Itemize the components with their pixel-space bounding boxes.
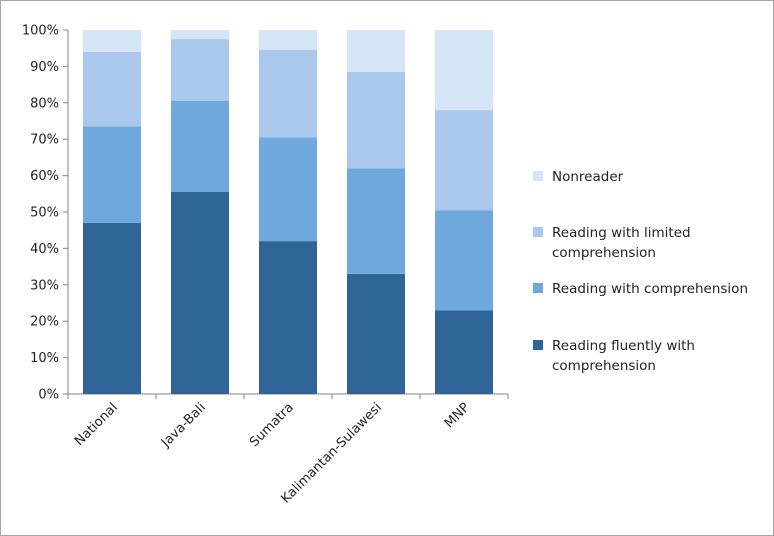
category-label: National: [72, 400, 121, 449]
bar-segment-1-kalimantan-sulawesi: [347, 273, 405, 394]
category-label: Sumatra: [247, 400, 297, 450]
bar-segment-4-mnp: [435, 30, 493, 111]
bar-segment-2-java-bali: [171, 100, 229, 192]
category-label: Java-Bali: [158, 400, 209, 451]
chart-bars: [83, 30, 493, 394]
legend-swatch: [533, 283, 543, 293]
y-tick-label: 20%: [30, 315, 59, 330]
category-labels: National Java-Bali SumatraKalimantan-Sulaw…: [72, 400, 473, 506]
bar-segment-2-mnp: [435, 210, 493, 311]
bar-segment-1-national: [83, 222, 141, 394]
bar-segment-4-national: [83, 30, 141, 52]
bar-segment-2-kalimantan-sulawesi: [347, 168, 405, 274]
legend-label: comprehension: [552, 358, 656, 374]
bar-segment-4-java-bali: [171, 30, 229, 40]
legend-swatch: [533, 227, 543, 237]
bar-segment-3-mnp: [435, 110, 493, 211]
y-tick-label: 80%: [30, 96, 59, 111]
legend-swatch: [533, 340, 543, 350]
bar-segment-1-java-bali: [171, 191, 229, 394]
legend-label: comprehension: [552, 245, 656, 261]
bar-segment-2-sumatra: [259, 137, 317, 242]
bar-segment-1-sumatra: [259, 241, 317, 394]
y-tick-label: 10%: [30, 351, 59, 366]
y-tick-label: 50%: [30, 206, 59, 221]
legend-label: Reading with comprehension: [552, 281, 748, 297]
bar-segment-4-sumatra: [259, 30, 317, 51]
category-label: MNP: [442, 400, 473, 431]
bar-segment-3-sumatra: [259, 50, 317, 138]
bar-segment-3-kalimantan-sulawesi: [347, 71, 405, 169]
y-tick-label: 90%: [30, 60, 59, 75]
bar-segment-4-kalimantan-sulawesi: [347, 30, 405, 72]
y-tick-label: 60%: [30, 169, 59, 184]
bar-segment-3-national: [83, 51, 141, 127]
legend-label: Reading with limited: [552, 225, 691, 241]
bar-segment-2-national: [83, 126, 141, 223]
legend-label: Nonreader: [552, 169, 624, 185]
y-tick-label: 40%: [30, 242, 59, 257]
legend-swatch: [533, 171, 543, 181]
legend-label: Reading fluently with: [552, 338, 695, 354]
y-tick-label: 0%: [38, 388, 59, 403]
y-tick-label: 100%: [22, 24, 59, 39]
y-tick-label: 70%: [30, 133, 59, 148]
y-tick-label: 30%: [30, 278, 59, 293]
bar-segment-1-mnp: [435, 310, 493, 394]
chart-axes: 0% 10% 20% 30% 40% 50% 60% 70% 80% 90% 100%: [22, 24, 509, 403]
chart-legend: Nonreader Reading with limited comprehensi…: [533, 169, 748, 374]
bar-segment-3-java-bali: [171, 39, 229, 101]
category-label: Kalimantan-Sulawesi: [278, 400, 384, 506]
